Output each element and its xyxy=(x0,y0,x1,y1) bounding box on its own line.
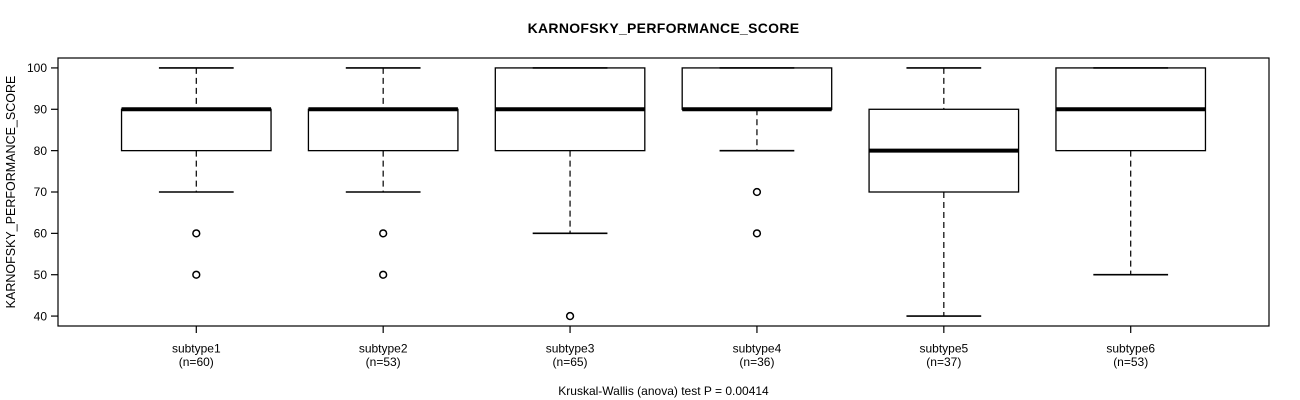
y-tick-label: 50 xyxy=(34,268,48,282)
x-category-count: (n=53) xyxy=(366,355,401,369)
outlier-point xyxy=(192,229,201,238)
box-subtype4 xyxy=(681,67,833,110)
box-subtype1 xyxy=(120,108,272,152)
x-category-label: subtype5 xyxy=(919,342,968,356)
y-tick-label: 80 xyxy=(34,144,48,158)
x-category-count: (n=60) xyxy=(179,355,214,369)
y-tick-label: 90 xyxy=(34,102,48,116)
x-category-count: (n=36) xyxy=(739,355,774,369)
y-tick-label: 100 xyxy=(27,61,47,75)
outlier-point xyxy=(752,229,762,238)
outlier-point xyxy=(379,270,388,279)
stat-test-note: Kruskal-Wallis (anova) test P = 0.00414 xyxy=(558,384,769,398)
x-category-label: subtype3 xyxy=(546,342,595,356)
y-tick-label: 40 xyxy=(34,309,48,323)
y-tick-label: 60 xyxy=(34,227,48,241)
x-category-label: subtype4 xyxy=(733,342,782,356)
chart-title: KARNOFSKY_PERFORMANCE_SCORE xyxy=(527,20,800,36)
box-subtype2 xyxy=(307,108,459,152)
x-category-count: (n=37) xyxy=(926,355,961,369)
x-category-count: (n=65) xyxy=(553,355,588,369)
outlier-point xyxy=(379,229,388,238)
x-category-label: subtype2 xyxy=(359,342,408,356)
x-category-label: subtype6 xyxy=(1106,342,1155,356)
x-category-label: subtype1 xyxy=(172,342,221,356)
outlier-point xyxy=(752,187,762,197)
x-category-count: (n=53) xyxy=(1113,355,1148,369)
outlier-point xyxy=(565,311,575,321)
outlier-point xyxy=(192,270,201,279)
y-tick-label: 70 xyxy=(34,185,48,199)
